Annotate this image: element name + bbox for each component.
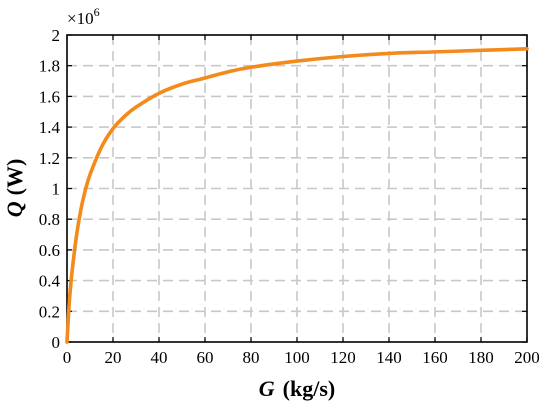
y-multiplier-base: ×10: [67, 9, 94, 28]
y-tick-label: 0.4: [39, 272, 61, 291]
y-axis-symbol: Q: [2, 201, 27, 217]
x-tick-label: 0: [63, 348, 72, 367]
y-tick-label: 1.4: [39, 118, 61, 137]
x-axis-unit: (kg/s): [283, 376, 336, 401]
grid: [67, 35, 527, 342]
x-tick-label: 180: [468, 348, 494, 367]
x-tick-label: 40: [151, 348, 168, 367]
y-tick-label: 0.8: [39, 210, 60, 229]
x-tick-label: 120: [330, 348, 356, 367]
y-tick-label: 0.2: [39, 302, 60, 321]
x-tick-labels: 0 20 40 60 80 100 120 140 160 180 200: [63, 348, 540, 367]
y-tick-label: 1.8: [39, 57, 60, 76]
series-line: [65, 47, 529, 344]
y-multiplier: ×106: [67, 5, 100, 28]
y-tick-labels: 0 0.2 0.4 0.6 0.8 1 1.2 1.4 1.6 1.8 2: [39, 26, 61, 352]
x-tick-label: 200: [514, 348, 540, 367]
y-tick-label: 1: [52, 180, 61, 199]
y-tick-label: 1.6: [39, 87, 60, 106]
x-axis-label: G (kg/s): [259, 376, 335, 401]
y-tick-label: 2: [52, 26, 61, 45]
x-tick-label: 160: [422, 348, 448, 367]
y-multiplier-exponent: 6: [94, 5, 100, 19]
x-tick-label: 20: [105, 348, 122, 367]
x-axis-symbol: G: [259, 376, 275, 401]
x-tick-label: 100: [284, 348, 310, 367]
y-tick-label: 0.6: [39, 241, 60, 260]
x-tick-label: 60: [197, 348, 214, 367]
series-layer: [65, 47, 529, 344]
y-axis-label: Q (W): [2, 159, 27, 218]
y-tick-label: 0: [52, 333, 61, 352]
y-tick-label: 1.2: [39, 149, 60, 168]
y-axis-unit: (W): [2, 159, 27, 196]
x-tick-label: 80: [243, 348, 260, 367]
x-tick-label: 140: [376, 348, 402, 367]
